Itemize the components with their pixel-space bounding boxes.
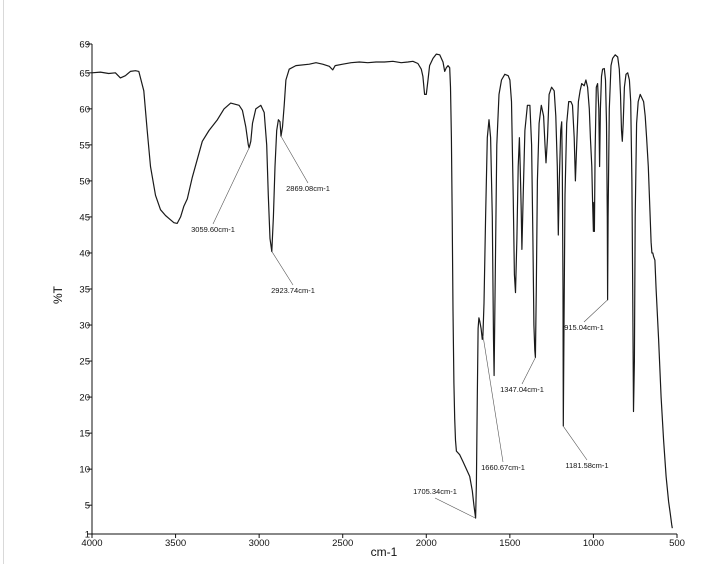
x-tick-label: 4000 — [81, 538, 102, 549]
peak-label: 1660.67cm-1 — [481, 463, 525, 472]
x-axis-title: cm-1 — [371, 545, 398, 559]
annotation-leader — [280, 136, 309, 184]
y-tick-label: 1 — [85, 530, 90, 541]
series-layer — [91, 53, 673, 529]
x-tick-label: 1000 — [583, 538, 604, 549]
x-tick-label: 2000 — [416, 538, 437, 549]
peak-label: 1347.04cm-1 — [500, 385, 544, 394]
y-tick-label: 45 — [79, 212, 90, 223]
peak-label: 1705.34cm-1 — [413, 487, 457, 496]
y-axis-title: %T — [51, 285, 65, 304]
peak-label: 1181.58cm-1 — [565, 461, 608, 470]
x-tick-label: 1500 — [499, 538, 520, 549]
y-tick-label: 55 — [79, 140, 90, 151]
y-tick-label: 30 — [79, 321, 90, 332]
y-tick-label: 5 — [85, 501, 90, 512]
annotation-leader — [482, 335, 504, 463]
peak-label: 2923.74cm-1 — [271, 286, 315, 295]
y-tick-label: 20 — [79, 393, 90, 404]
peak-label: 3059.60cm-1 — [191, 225, 235, 234]
x-axis-ticks: 4000 3500 3000 2500 2000 1500 1000 500 — [81, 534, 685, 549]
y-tick-label: 40 — [79, 248, 90, 259]
peak-label: 915.04cm-1 — [564, 323, 604, 332]
annotation-leader — [434, 497, 476, 519]
y-tick-label: 35 — [79, 285, 90, 296]
peak-label: 2869.08cm-1 — [286, 184, 330, 193]
peak-annotations: 3059.60cm-1 2869.08cm-1 2923.74cm-1 1705.34… — [191, 136, 609, 519]
annotation-leader — [212, 147, 250, 225]
y-tick-label: 25 — [79, 357, 90, 368]
x-tick-label: 2500 — [332, 538, 353, 549]
spectrum-line — [91, 53, 673, 529]
y-tick-label: 15 — [79, 429, 90, 440]
x-tick-label: 500 — [669, 538, 685, 549]
y-tick-label: 10 — [79, 465, 90, 476]
x-tick-label: 3000 — [249, 538, 270, 549]
x-tick-label: 3500 — [165, 538, 186, 549]
y-tick-label: 65 — [79, 68, 90, 79]
y-tick-label: 60 — [79, 104, 90, 115]
annotation-leader — [562, 425, 588, 461]
y-tick-label: 69 — [79, 40, 90, 51]
annotation-leader — [583, 299, 608, 323]
annotation-leader — [271, 251, 294, 286]
annotation-leader — [521, 357, 536, 385]
y-tick-label: 50 — [79, 176, 90, 187]
